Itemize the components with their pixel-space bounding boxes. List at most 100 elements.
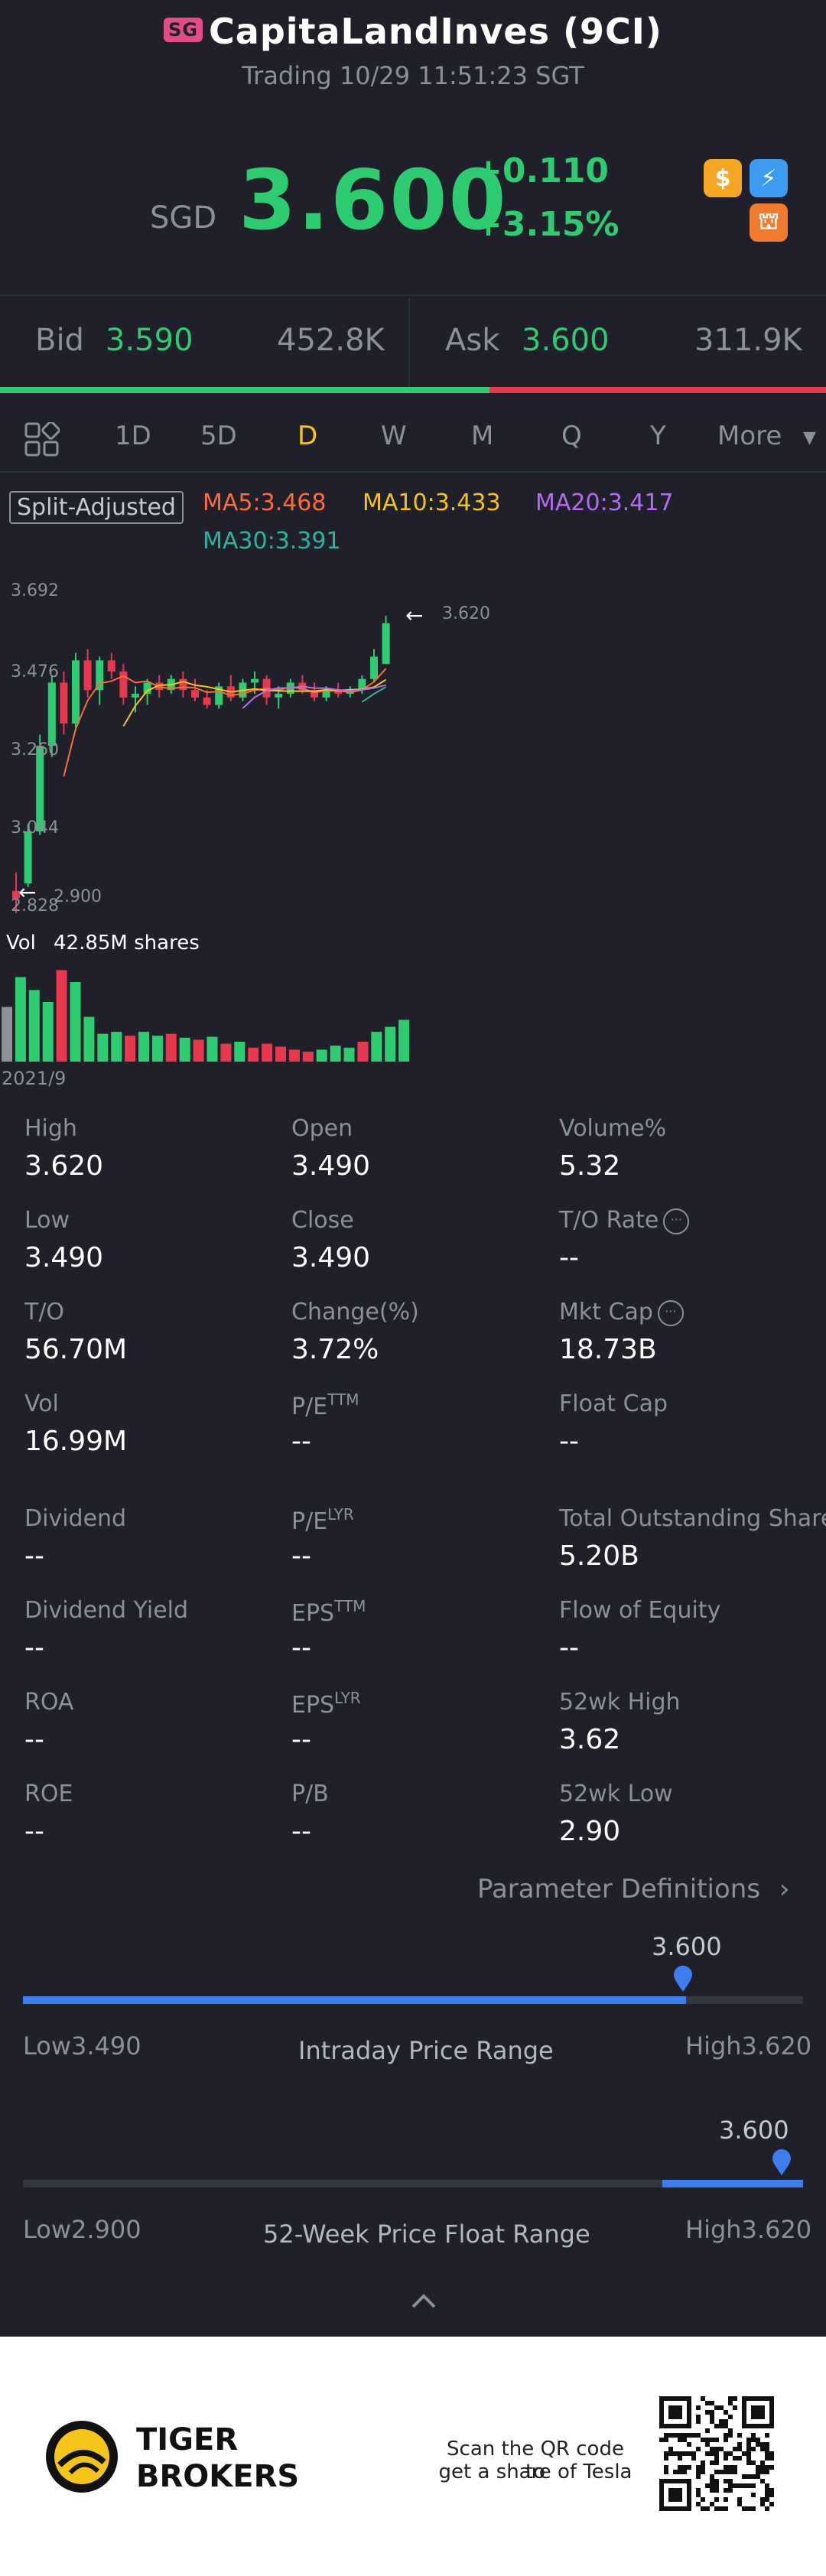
- tab-1d[interactable]: 1D: [115, 421, 151, 451]
- qr-module: [710, 2410, 714, 2415]
- qr-module: [724, 2433, 728, 2438]
- qr-module: [687, 2451, 691, 2456]
- volume-bar: [248, 1047, 259, 1062]
- qr-module: [760, 2447, 765, 2451]
- volume-bar: [2, 1007, 12, 1062]
- qr-module: [714, 2456, 719, 2461]
- qr-module: [728, 2479, 733, 2483]
- qr-module: [733, 2405, 737, 2410]
- stat-value-pb: --: [291, 1816, 311, 1847]
- 52wk-low: Low2.900: [23, 2215, 141, 2244]
- 52wk-range-fill: [662, 2180, 803, 2187]
- parameter-definitions-link[interactable]: Parameter Definitions ›: [477, 1874, 789, 1904]
- qr-module: [742, 2483, 746, 2488]
- split-adjusted-button[interactable]: Split-Adjusted: [9, 491, 184, 524]
- stat-value-flow-of-equity: --: [559, 1632, 579, 1664]
- tab-daily[interactable]: D: [298, 421, 318, 451]
- candlestick-chart[interactable]: [0, 566, 826, 933]
- qr-module: [682, 2470, 687, 2474]
- lightning-icon[interactable]: ⚡: [750, 159, 788, 197]
- qr-module: [664, 2438, 668, 2442]
- qr-module: [742, 2474, 746, 2479]
- volume-bar: [97, 1033, 109, 1062]
- candle-body: [334, 690, 343, 694]
- qr-module: [696, 2465, 701, 2470]
- qr-module: [751, 2438, 756, 2442]
- volume-bar: [398, 1020, 410, 1062]
- qr-module: [719, 2424, 724, 2428]
- tab-more[interactable]: More: [717, 421, 782, 451]
- qr-module: [742, 2451, 746, 2456]
- low-arrow-icon: ←: [18, 880, 37, 905]
- ask-label: Ask: [445, 323, 500, 358]
- more-info-icon[interactable]: ···: [663, 1208, 690, 1234]
- qr-module: [724, 2451, 728, 2456]
- candle-body: [251, 678, 259, 683]
- volume-bar: [234, 1042, 246, 1062]
- qr-module: [765, 2497, 769, 2502]
- qr-module: [714, 2506, 719, 2511]
- qr-module: [719, 2447, 724, 2451]
- pe-text: P/E: [291, 1394, 328, 1420]
- qr-module: [705, 2442, 710, 2447]
- dollar-icon[interactable]: $: [704, 159, 742, 197]
- 52wk-high: High3.620: [685, 2215, 812, 2244]
- stat-label-change: Change(%): [291, 1299, 419, 1325]
- qr-module: [746, 2438, 751, 2442]
- qr-module: [728, 2470, 733, 2474]
- qr-module: [751, 2447, 756, 2451]
- ma10-label: MA10:3.433: [363, 490, 501, 516]
- tab-quarterly[interactable]: Q: [561, 421, 582, 451]
- qr-module: [737, 2442, 742, 2447]
- qr-module: [769, 2451, 774, 2456]
- stat-value-vol: 16.99M: [24, 1426, 128, 1457]
- chevron-right-icon: ›: [779, 1874, 790, 1904]
- stat-label-low: Low: [24, 1207, 70, 1234]
- tab-yearly[interactable]: Y: [650, 421, 666, 451]
- stat-value-52wk-high: 3.62: [559, 1724, 621, 1755]
- qr-module: [728, 2415, 733, 2419]
- qr-module: [664, 2456, 668, 2461]
- qr-module: [724, 2424, 728, 2428]
- qr-module: [756, 2465, 760, 2470]
- qr-module: [769, 2493, 774, 2497]
- ask-price: 3.600: [522, 323, 610, 358]
- y-tick: 3.692: [11, 581, 59, 600]
- qr-module: [719, 2506, 724, 2511]
- qr-module: [710, 2502, 714, 2506]
- volume-bar: [385, 1026, 396, 1062]
- volume-bar: [138, 1032, 149, 1062]
- stat-value-close: 3.490: [291, 1242, 371, 1273]
- qr-module: [728, 2451, 733, 2456]
- stat-value-eps-ttm: --: [291, 1632, 311, 1664]
- qr-code: [659, 2396, 774, 2511]
- candle-body: [107, 660, 115, 672]
- qr-module: [728, 2396, 733, 2401]
- layout-grid-icon[interactable]: [24, 422, 60, 457]
- tab-weekly[interactable]: W: [381, 421, 407, 451]
- qr-module: [691, 2451, 696, 2456]
- volume-chart[interactable]: [0, 958, 826, 1065]
- volume-bar: [316, 1049, 327, 1062]
- volume-bar: [151, 1036, 163, 1062]
- chevron-up-icon[interactable]: [410, 2291, 437, 2310]
- qr-module: [682, 2438, 687, 2442]
- more-info-icon[interactable]: ···: [657, 1299, 684, 1326]
- chevron-down-icon[interactable]: ▼: [803, 428, 816, 447]
- candle-body: [179, 678, 187, 691]
- stat-label-pe-ttm: P/ETTM: [291, 1390, 359, 1420]
- qr-module: [682, 2451, 687, 2456]
- volume-bar: [42, 1002, 54, 1062]
- shop-icon[interactable]: ⛫: [750, 203, 788, 242]
- qr-module: [737, 2483, 742, 2488]
- tab-monthly[interactable]: M: [471, 421, 494, 451]
- qr-module: [696, 2419, 701, 2424]
- ask-ratio-bar: [489, 387, 826, 393]
- qr-module: [714, 2424, 719, 2428]
- tab-5d[interactable]: 5D: [200, 421, 237, 451]
- stat-value-total-shares: 5.20B: [559, 1540, 639, 1572]
- y-tick: 2.828: [11, 896, 59, 916]
- qr-module: [701, 2461, 705, 2465]
- eps-sup: TTM: [334, 1597, 366, 1615]
- qr-module: [696, 2405, 701, 2410]
